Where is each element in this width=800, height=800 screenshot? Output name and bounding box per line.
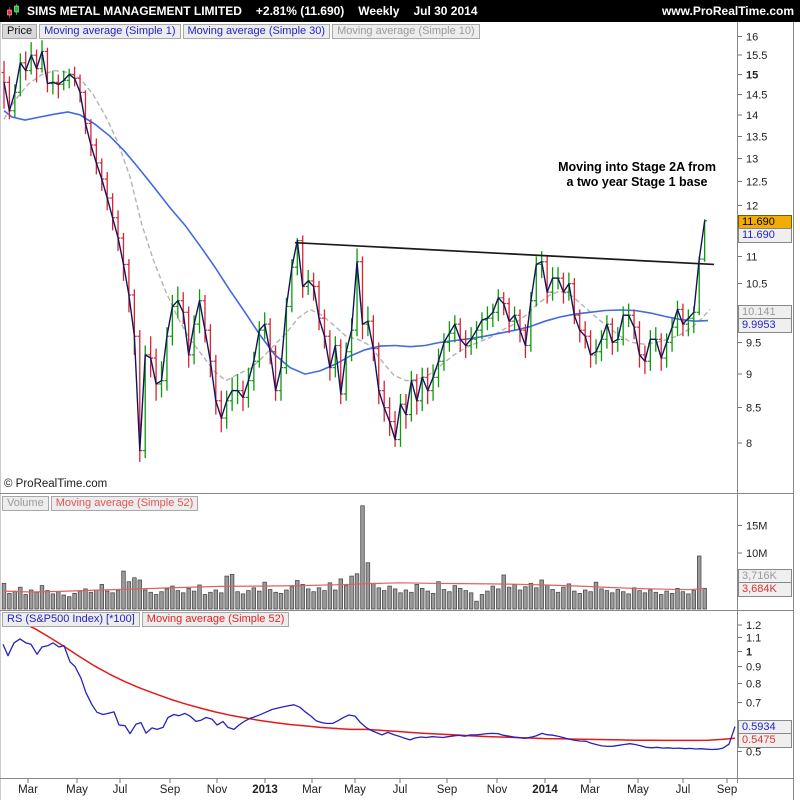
volume-legend: Volume Moving average (Simple 52) bbox=[2, 496, 199, 511]
ma-simple30-chip[interactable]: Moving average (Simple 30) bbox=[182, 24, 331, 39]
svg-text:13.5: 13.5 bbox=[746, 131, 767, 143]
svg-text:0.7: 0.7 bbox=[746, 698, 761, 710]
svg-text:May: May bbox=[66, 784, 88, 796]
svg-text:2013: 2013 bbox=[252, 784, 278, 796]
ma-simple10-chip[interactable]: Moving average (Simple 10) bbox=[332, 24, 480, 39]
volume-ma-value-badge: 3,684K bbox=[738, 582, 792, 597]
svg-text:May: May bbox=[344, 784, 366, 796]
bar-date: Jul 30 2014 bbox=[413, 4, 478, 18]
stage-annotation: Moving into Stage 2A from a two year Sta… bbox=[542, 160, 732, 190]
svg-text:1: 1 bbox=[746, 646, 752, 658]
annotation-line2: a two year Stage 1 base bbox=[566, 175, 708, 189]
svg-text:Jul: Jul bbox=[393, 784, 408, 796]
volume-ma-chip[interactable]: Moving average (Simple 52) bbox=[50, 496, 199, 511]
ma30-value-badge: 9.9953 bbox=[738, 318, 792, 333]
svg-text:Sep: Sep bbox=[717, 784, 737, 796]
candlestick-logo-icon bbox=[6, 3, 21, 19]
ma-simple1-chip[interactable]: Moving average (Simple 1) bbox=[39, 24, 181, 39]
right-axis: 1615.51514.51413.51312.5121110.59.598.58… bbox=[746, 32, 767, 759]
svg-text:9.5: 9.5 bbox=[746, 337, 761, 349]
symbol-name: SIMS METAL MANAGEMENT LIMITED bbox=[27, 4, 242, 18]
svg-text:1.2: 1.2 bbox=[746, 620, 761, 632]
svg-text:14: 14 bbox=[746, 110, 758, 122]
timeframe: Weekly bbox=[358, 4, 400, 18]
rs-ma-chip[interactable]: Moving average (Simple 52) bbox=[141, 612, 290, 627]
svg-text:May: May bbox=[627, 784, 649, 796]
svg-text:11: 11 bbox=[746, 251, 757, 263]
ma1-value-badge: 11.690 bbox=[738, 228, 792, 243]
resistance-trendline bbox=[294, 241, 715, 266]
svg-text:12: 12 bbox=[746, 200, 758, 212]
svg-text:12.5: 12.5 bbox=[746, 176, 767, 188]
prorealtime-watermark: © ProRealTime.com bbox=[4, 478, 108, 490]
price-indicator-chip[interactable]: Price bbox=[2, 24, 38, 39]
price-legend: Price Moving average (Simple 1) Moving a… bbox=[2, 24, 480, 39]
title-bar: SIMS METAL MANAGEMENT LIMITED +2.81% (11… bbox=[0, 0, 800, 22]
ma30-line bbox=[3, 110, 709, 375]
svg-text:Mar: Mar bbox=[580, 784, 600, 796]
svg-text:0.9: 0.9 bbox=[746, 662, 761, 674]
rs-line bbox=[2, 638, 736, 751]
svg-text:Nov: Nov bbox=[487, 784, 508, 796]
website-link[interactable]: www.ProRealTime.com bbox=[661, 4, 794, 18]
x-axis: Mar May Jul Sep Nov 2013 Mar May Jul Sep Nov 2014 Ma… bbox=[18, 784, 737, 796]
svg-text:0.8: 0.8 bbox=[746, 679, 761, 691]
rs-indicator-chip[interactable]: RS (S&P500 Index) [*100] bbox=[2, 612, 140, 627]
ma10-line bbox=[3, 69, 711, 382]
svg-text:Mar: Mar bbox=[302, 784, 322, 796]
svg-text:Nov: Nov bbox=[207, 784, 228, 796]
rs-panel-plot bbox=[2, 621, 736, 751]
svg-text:15: 15 bbox=[746, 70, 758, 82]
svg-text:16: 16 bbox=[746, 32, 758, 44]
rs-ma-line bbox=[19, 621, 736, 742]
svg-text:1.1: 1.1 bbox=[746, 633, 761, 645]
svg-text:10.5: 10.5 bbox=[746, 279, 767, 291]
price-panel-plot bbox=[3, 69, 711, 382]
svg-text:Sep: Sep bbox=[437, 784, 457, 796]
price-change: +2.81% (11.690) bbox=[255, 4, 345, 18]
svg-text:2014: 2014 bbox=[532, 784, 558, 796]
svg-text:8: 8 bbox=[746, 438, 752, 450]
svg-text:Jul: Jul bbox=[676, 784, 691, 796]
svg-text:8.5: 8.5 bbox=[746, 403, 761, 415]
svg-text:15M: 15M bbox=[746, 520, 767, 532]
volume-indicator-chip[interactable]: Volume bbox=[2, 496, 49, 511]
svg-text:0.5: 0.5 bbox=[746, 746, 761, 758]
svg-text:13: 13 bbox=[746, 153, 758, 165]
svg-text:10M: 10M bbox=[746, 548, 767, 560]
svg-text:14.5: 14.5 bbox=[746, 89, 767, 101]
weekly-bars bbox=[1, 40, 708, 462]
volume-panel-plot bbox=[1, 505, 707, 610]
annotation-line1: Moving into Stage 2A from bbox=[558, 160, 716, 174]
svg-text:Mar: Mar bbox=[18, 784, 38, 796]
svg-text:9: 9 bbox=[746, 369, 752, 381]
svg-text:15.5: 15.5 bbox=[746, 50, 767, 62]
svg-text:Sep: Sep bbox=[160, 784, 180, 796]
svg-text:Jul: Jul bbox=[113, 784, 128, 796]
close-line bbox=[3, 50, 706, 452]
volume-ma-line bbox=[3, 582, 705, 593]
panel-borders bbox=[0, 22, 794, 800]
rs-legend: RS (S&P500 Index) [*100] Moving average … bbox=[2, 612, 290, 627]
rs-ma-value-badge: 0.5475 bbox=[738, 733, 792, 748]
